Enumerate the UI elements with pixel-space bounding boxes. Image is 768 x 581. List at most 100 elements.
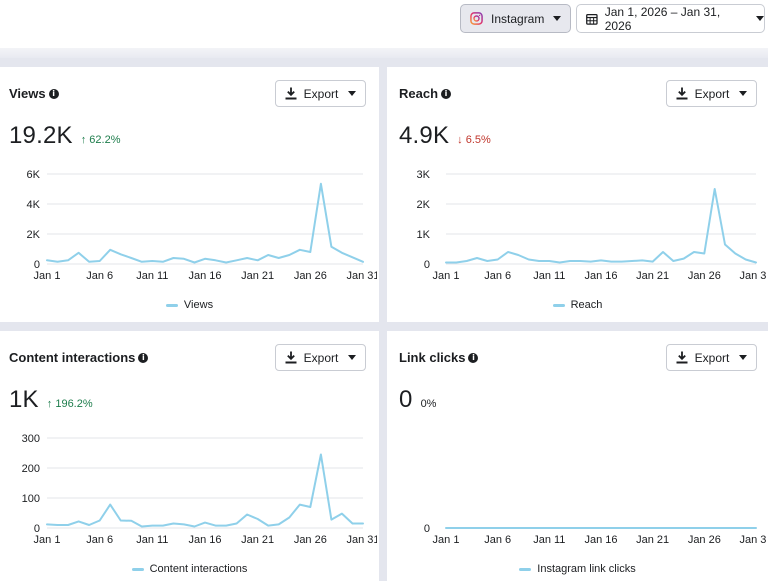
change-indicator: ↑ 196.2% xyxy=(46,398,93,410)
x-tick-label: Jan 1 xyxy=(34,270,61,282)
y-tick-label: 1K xyxy=(417,229,431,241)
x-tick-label: Jan 6 xyxy=(484,270,511,282)
date-range-label: Jan 1, 2026 – Jan 31, 2026 xyxy=(604,4,721,33)
x-tick-label: Jan 16 xyxy=(188,270,221,282)
x-tick-label: Jan 31 xyxy=(346,270,379,282)
legend-swatch xyxy=(552,303,565,307)
x-tick-label: Jan 16 xyxy=(584,270,617,282)
chart-legend[interactable]: Views xyxy=(0,299,379,311)
x-tick-label: Jan 31 xyxy=(739,270,768,282)
y-tick-label: 2K xyxy=(417,199,431,211)
views-card: 0 2K 4K 6K Jan 1 Jan 6 Jan 11 Jan 16 Jan 21 Jan 2… xyxy=(0,67,379,322)
chart-legend[interactable]: Content interactions xyxy=(0,563,379,575)
card-title-text: Views xyxy=(9,86,46,101)
y-tick-label: 0 xyxy=(424,259,430,271)
chart-legend[interactable]: Reach xyxy=(387,299,768,311)
series-line[interactable] xyxy=(46,182,364,264)
reach-card: 0 1K 2K 3K Jan 1 Jan 6 Jan 11 Jan 16 Jan 21 Jan 2… xyxy=(387,67,768,322)
x-tick-label: Jan 21 xyxy=(241,270,274,282)
info-icon[interactable]: i xyxy=(138,352,149,363)
download-icon xyxy=(285,351,297,364)
views-chart: 0 2K 4K 6K Jan 1 Jan 6 Jan 11 Jan 16 Jan 21 Jan 2… xyxy=(27,169,379,282)
x-tick-label: Jan 21 xyxy=(636,534,669,546)
x-tick-label: Jan 1 xyxy=(433,534,460,546)
x-tick-label: Jan 6 xyxy=(484,534,511,546)
export-button[interactable]: Export xyxy=(666,344,757,371)
y-tick-label: 100 xyxy=(22,493,40,505)
x-tick-label: Jan 11 xyxy=(136,270,168,282)
x-tick-label: Jan 11 xyxy=(136,534,168,546)
change-percent: 196.2% xyxy=(55,398,93,410)
export-label: Export xyxy=(303,86,339,101)
card-title: Reach i xyxy=(399,86,452,101)
instagram-icon xyxy=(470,12,483,25)
x-tick-label: Jan 16 xyxy=(584,534,617,546)
x-tick-label: Jan 21 xyxy=(636,270,669,282)
x-tick-label: Jan 26 xyxy=(294,534,327,546)
metric-summary: 1K ↑ 196.2% xyxy=(9,386,93,414)
export-button[interactable]: Export xyxy=(666,80,757,107)
reach-chart: 0 1K 2K 3K Jan 1 Jan 6 Jan 11 Jan 16 Jan 21 Jan 2… xyxy=(417,169,768,282)
date-range-selector[interactable]: Jan 1, 2026 – Jan 31, 2026 xyxy=(576,4,765,33)
change-indicator: 0% xyxy=(421,398,437,410)
chevron-down-icon xyxy=(348,355,357,360)
export-label: Export xyxy=(303,350,339,365)
download-icon xyxy=(676,351,688,364)
x-tick-label: Jan 16 xyxy=(188,534,221,546)
card-title-text: Reach xyxy=(399,86,439,101)
toolbar-divider xyxy=(0,48,768,58)
chart-legend[interactable]: Instagram link clicks xyxy=(387,563,768,575)
card-title-text: Link clicks xyxy=(399,350,466,365)
info-icon[interactable]: i xyxy=(468,352,479,363)
x-tick-label: Jan 1 xyxy=(433,270,460,282)
chevron-down-icon xyxy=(348,91,357,96)
card-title-text: Content interactions xyxy=(9,350,136,365)
legend-swatch xyxy=(131,567,144,571)
export-button[interactable]: Export xyxy=(275,344,366,371)
chevron-down-icon xyxy=(739,355,748,360)
x-tick-label: Jan 11 xyxy=(533,270,565,282)
y-tick-label: 3K xyxy=(417,169,431,181)
export-label: Export xyxy=(694,350,730,365)
legend-label: Content interactions xyxy=(149,563,248,575)
x-tick-label: Jan 1 xyxy=(34,534,61,546)
export-button[interactable]: Export xyxy=(275,80,366,107)
x-tick-label: Jan 21 xyxy=(241,534,274,546)
y-tick-label: 2K xyxy=(27,229,41,241)
metric-value: 4.9K xyxy=(399,122,450,149)
legend-label: Instagram link clicks xyxy=(537,563,636,575)
metric-value: 0 xyxy=(399,386,413,413)
content-interactions-card: 0 100 200 300 Jan 1 Jan 6 Jan 11 Jan 16 Jan 21 Ja… xyxy=(0,331,379,581)
export-label: Export xyxy=(694,86,730,101)
x-tick-label: Jan 11 xyxy=(533,534,565,546)
chevron-down-icon xyxy=(553,16,562,21)
legend-label: Reach xyxy=(570,299,603,311)
download-icon xyxy=(285,87,297,100)
legend-swatch xyxy=(165,303,178,307)
change-percent: 6.5% xyxy=(465,134,491,146)
y-tick-label: 0 xyxy=(34,259,40,271)
chevron-down-icon xyxy=(756,16,764,21)
series-line[interactable] xyxy=(46,453,364,528)
metric-value: 1K xyxy=(9,386,39,413)
change-percent: 0% xyxy=(420,398,437,410)
y-tick-label: 200 xyxy=(22,463,40,475)
legend-label: Views xyxy=(183,299,214,311)
download-icon xyxy=(676,87,688,100)
link-clicks-card: 0 Jan 1 Jan 6 Jan 11 Jan 16 Jan 21 Jan 26 Jan 3… xyxy=(387,331,768,581)
series-line[interactable] xyxy=(445,188,757,264)
info-icon[interactable]: i xyxy=(441,88,452,99)
change-indicator: ↑ 62.2% xyxy=(80,134,121,146)
info-icon[interactable]: i xyxy=(48,88,59,99)
y-tick-label: 300 xyxy=(22,433,40,445)
metric-value: 19.2K xyxy=(9,122,73,149)
legend-swatch xyxy=(519,567,532,571)
x-tick-label: Jan 31 xyxy=(739,534,768,546)
metric-summary: 0 0% xyxy=(399,386,436,414)
y-tick-label: 0 xyxy=(34,523,40,535)
calendar-icon xyxy=(586,13,598,25)
card-title: Content interactions i xyxy=(9,350,149,365)
platform-selector[interactable]: Instagram xyxy=(460,4,571,33)
metric-summary: 4.9K ↓ 6.5% xyxy=(399,122,491,150)
